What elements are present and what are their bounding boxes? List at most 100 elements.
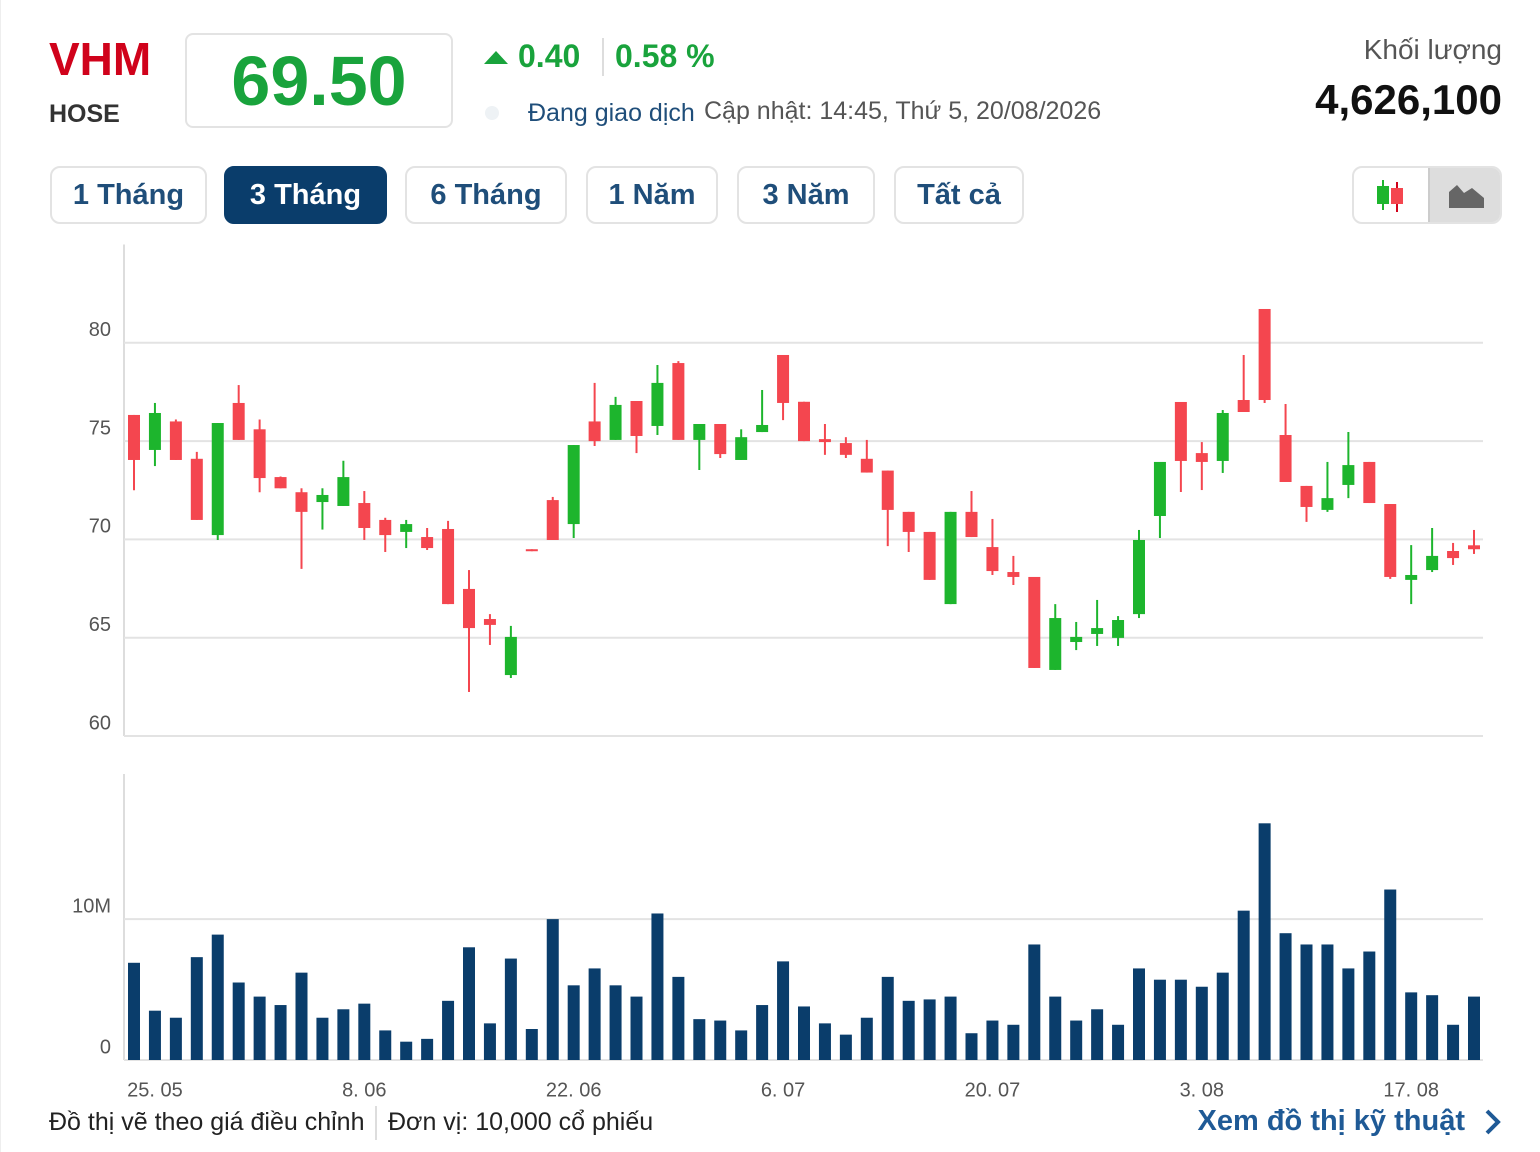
candle-body — [965, 511, 978, 538]
candle-body — [839, 443, 852, 455]
candle-body — [1426, 555, 1439, 571]
volume-bar — [232, 982, 245, 1060]
candle-body — [693, 423, 706, 440]
volume-bar — [274, 1005, 287, 1060]
volume-bar — [818, 1023, 831, 1060]
volume-bar — [295, 972, 308, 1060]
volume-bar — [1258, 823, 1271, 1060]
candle-body — [274, 477, 287, 489]
candle-body — [1070, 636, 1083, 643]
volume-bar — [1342, 968, 1355, 1060]
updated: Cập nhật: 14:45, Thứ 5, 20/08/2026 — [704, 97, 1102, 125]
x-tick-label: 22. 06 — [546, 1079, 602, 1101]
candle-body — [148, 412, 161, 450]
chevron[interactable] — [1483, 1108, 1503, 1138]
volume-bar — [1363, 951, 1376, 1060]
y-tick-label: 60 — [89, 712, 111, 734]
toggle-icons — [1377, 168, 1500, 222]
candle-body — [1195, 453, 1208, 462]
range-tab[interactable]: 3 Tháng — [224, 166, 387, 224]
candle-body — [902, 511, 915, 532]
candle-body — [756, 424, 769, 433]
volume-bar — [986, 1020, 999, 1060]
y-tick-label: 80 — [89, 319, 111, 341]
candle-body — [1468, 545, 1480, 550]
candle-body — [253, 429, 266, 479]
candle-body — [1342, 465, 1355, 485]
volume-bar — [316, 1017, 329, 1060]
candle-body — [400, 524, 413, 532]
volume-bar — [1279, 933, 1292, 1060]
volume-bar — [1070, 1020, 1083, 1060]
candle-body — [630, 400, 643, 436]
candle-body — [1133, 539, 1145, 615]
status-dot — [485, 106, 499, 120]
footer-unit: Đơn vị: 10,000 cổ phiếu — [388, 1108, 654, 1136]
volume-bar — [1049, 996, 1062, 1060]
candle-body — [421, 537, 434, 549]
volume-bar — [1405, 992, 1418, 1060]
volume-bar — [923, 999, 936, 1060]
range-tab[interactable]: Tất cả — [894, 166, 1024, 224]
candle-body — [609, 404, 622, 440]
y-tick-label: 0 — [100, 1036, 111, 1058]
candle-body — [463, 588, 475, 629]
candle-body — [1049, 618, 1062, 670]
range-tab[interactable]: 3 Năm — [737, 166, 875, 224]
candle-body — [735, 437, 748, 460]
candle-body — [588, 421, 601, 442]
volume-bar — [525, 1029, 538, 1060]
volume-bar — [253, 996, 266, 1060]
volume-bar — [337, 1009, 350, 1060]
volume-bar — [442, 1000, 455, 1060]
volume-bar — [1195, 986, 1208, 1060]
volume-bar — [944, 996, 957, 1060]
volume-bar — [148, 1010, 161, 1060]
volume-bar — [965, 1033, 978, 1060]
volume-bar — [1091, 1009, 1104, 1060]
candle-body — [714, 423, 727, 455]
candle-body — [128, 414, 140, 460]
volume-bar — [546, 919, 559, 1060]
symbol: VHM — [49, 33, 152, 85]
volume-bar — [651, 913, 664, 1060]
candle-body — [316, 494, 329, 503]
volume-bar — [128, 962, 140, 1060]
volume-bar — [1112, 1024, 1125, 1060]
range-tab[interactable]: 6 Tháng — [405, 166, 567, 224]
candle-body — [1091, 628, 1104, 634]
candle-body — [1007, 572, 1020, 577]
volume-label: Khối lượng — [1363, 34, 1502, 65]
divider — [375, 1106, 377, 1140]
exchange: HOSE — [49, 100, 120, 128]
volume-bar — [1384, 889, 1397, 1060]
candle-body — [1363, 461, 1376, 504]
volume-bar — [358, 1003, 371, 1060]
volume-bar — [1321, 944, 1334, 1060]
volume-bar — [1447, 1024, 1460, 1060]
candle-body — [1174, 401, 1187, 461]
price: 69.50 — [185, 33, 453, 128]
candle-body — [1112, 620, 1125, 638]
candle-body — [295, 492, 308, 512]
range-tab[interactable]: 1 Tháng — [50, 166, 207, 224]
volume-bar — [672, 976, 685, 1060]
chart-type-toggle[interactable] — [1352, 166, 1502, 224]
volume-bar — [567, 985, 580, 1060]
volume-bar — [483, 1023, 496, 1060]
status: Đang giao dịch — [528, 99, 695, 127]
range-tab[interactable]: 1 Năm — [586, 166, 718, 224]
candle-body — [1405, 574, 1418, 580]
volume-bar — [1153, 979, 1166, 1060]
y-tick-label: 70 — [89, 516, 111, 538]
volume-bar — [1007, 1024, 1020, 1060]
volume-bar — [798, 1006, 810, 1060]
candle-body — [881, 470, 894, 510]
candle-body — [923, 531, 936, 580]
volume-bar — [881, 976, 894, 1060]
technical-link[interactable]: Xem đồ thị kỹ thuật — [1197, 1105, 1465, 1137]
volume-bar — [1468, 996, 1480, 1060]
volume-bar — [463, 947, 475, 1060]
volume-bar — [1237, 910, 1250, 1060]
